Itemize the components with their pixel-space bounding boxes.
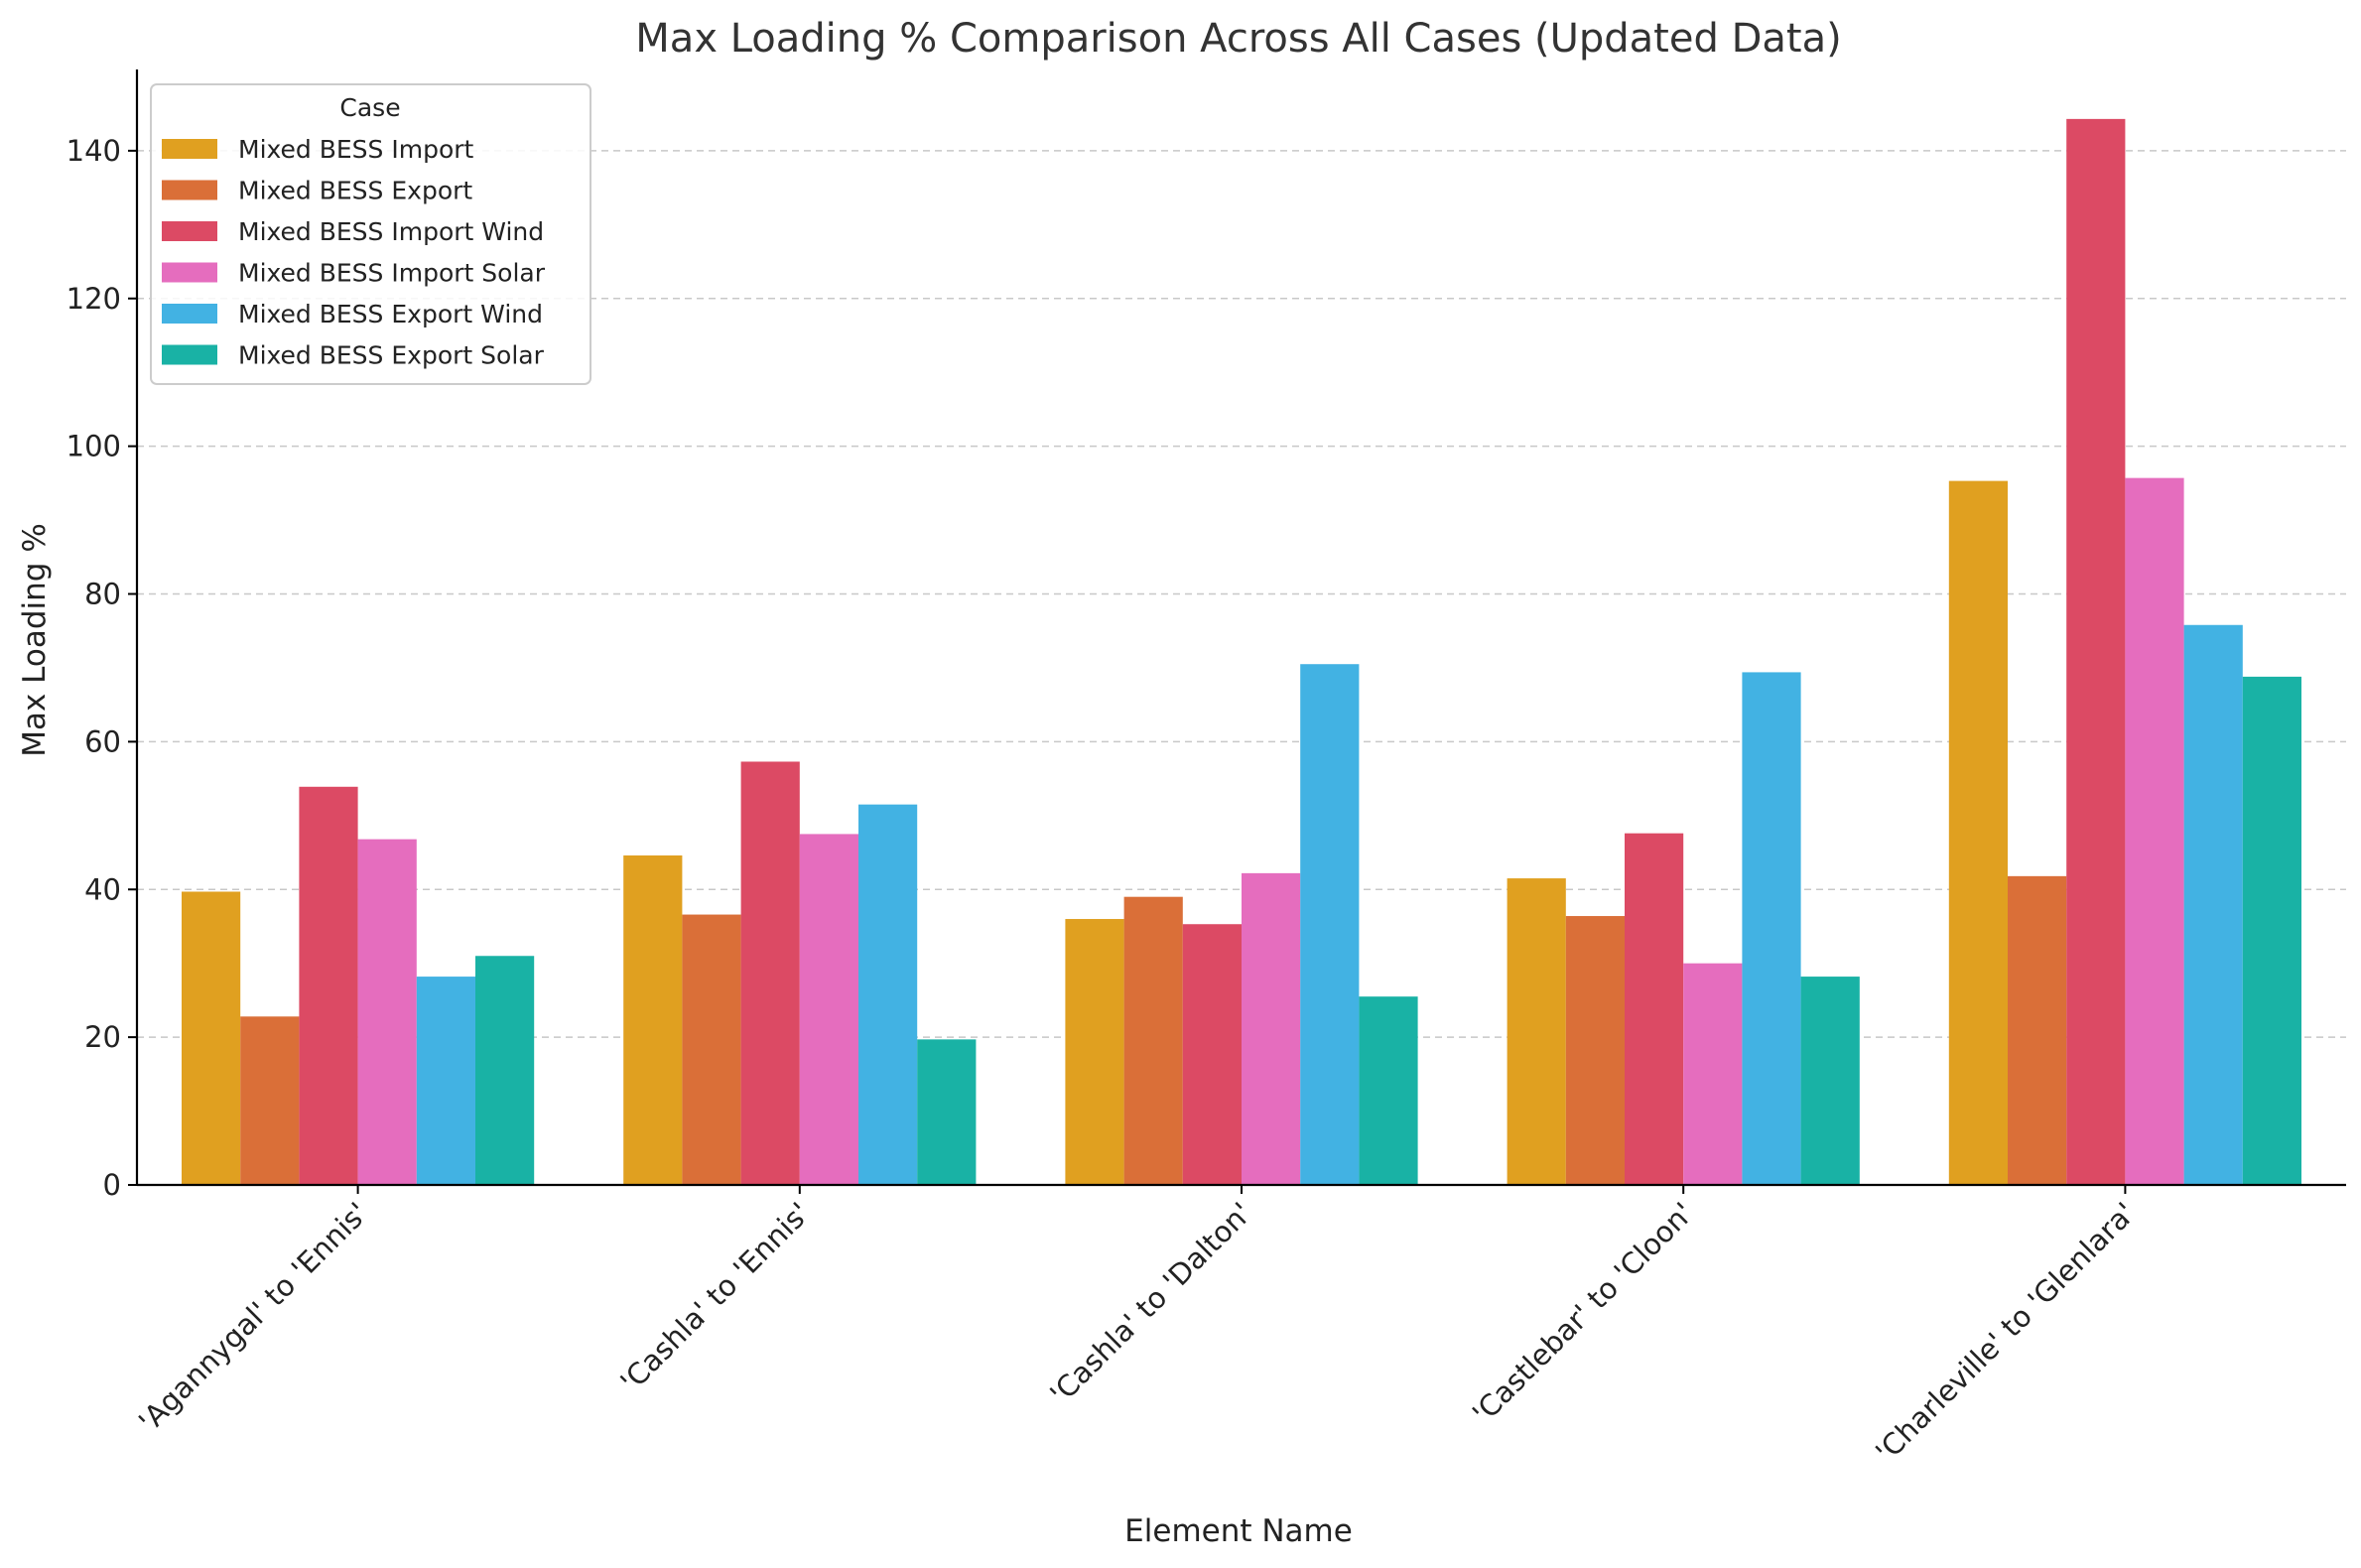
- x-tick-label: 'Agannygal' to 'Ennis': [132, 1196, 375, 1439]
- bar: [1565, 916, 1625, 1185]
- bar: [1625, 833, 1684, 1185]
- bar: [1065, 919, 1124, 1185]
- bar: [2242, 676, 2301, 1185]
- y-tick-label: 80: [84, 578, 121, 611]
- bar: [799, 834, 858, 1185]
- bar: [1123, 896, 1183, 1185]
- legend-entry: Mixed BESS Import Wind: [238, 217, 544, 246]
- bar: [858, 804, 918, 1185]
- bar: [2008, 875, 2067, 1185]
- x-tick-label: 'Cashla' to 'Dalton': [1043, 1196, 1258, 1411]
- bar: [2066, 118, 2126, 1186]
- legend-swatch: [162, 180, 217, 200]
- bar: [1683, 963, 1743, 1185]
- bars: [182, 118, 2301, 1186]
- legend-title: Case: [339, 93, 400, 122]
- bar: [416, 977, 475, 1185]
- bar: [182, 891, 241, 1185]
- x-tick-label: 'Cashla' to 'Ennis': [613, 1196, 816, 1398]
- bar: [240, 1016, 300, 1185]
- bar: [1507, 878, 1566, 1185]
- legend-swatch: [162, 221, 217, 241]
- bar: [2183, 624, 2243, 1185]
- legend-swatch: [162, 262, 217, 283]
- legend-entry: Mixed BESS Import: [238, 135, 474, 164]
- bar: [1300, 664, 1360, 1185]
- y-tick-label: 60: [84, 724, 121, 758]
- bar: [357, 839, 417, 1185]
- x-tick-label: 'Charleville' to 'Glenlara': [1869, 1196, 2142, 1469]
- bar: [682, 914, 741, 1185]
- bar: [1359, 996, 1418, 1185]
- legend-entry: Mixed BESS Export Wind: [238, 300, 543, 328]
- bar: [623, 855, 683, 1185]
- y-tick-label: 120: [66, 282, 121, 316]
- bar: [1182, 924, 1242, 1185]
- bar: [1742, 672, 1801, 1185]
- legend-swatch: [162, 344, 217, 365]
- y-tick-label: 40: [84, 872, 121, 906]
- y-axis-label: Max Loading %: [17, 523, 53, 757]
- legend-entry: Mixed BESS Export Solar: [238, 341, 545, 370]
- bar: [1948, 480, 2008, 1185]
- y-tick-label: 100: [66, 430, 121, 463]
- legend-swatch: [162, 139, 217, 159]
- chart-title: Max Loading % Comparison Across All Case…: [635, 16, 1841, 62]
- bar: [475, 956, 535, 1185]
- bar: [2125, 477, 2184, 1185]
- y-tick-label: 0: [103, 1168, 121, 1202]
- bar: [917, 1039, 977, 1185]
- legend: Case Mixed BESS Import Mixed BESS Export M…: [150, 83, 591, 385]
- legend-entry: Mixed BESS Export: [238, 177, 472, 205]
- y-tick-label: 140: [66, 134, 121, 168]
- bar: [740, 761, 800, 1185]
- bar: [1242, 872, 1301, 1185]
- legend-box: [150, 83, 591, 385]
- bar: [299, 786, 358, 1185]
- legend-entry: Mixed BESS Import Solar: [238, 259, 546, 288]
- bar: [1800, 977, 1860, 1185]
- x-tick-label: 'Castlebar' to 'Cloon': [1466, 1196, 1700, 1430]
- x-axis-label: Element Name: [1124, 1513, 1353, 1549]
- legend-swatch: [162, 304, 217, 324]
- y-tick-label: 20: [84, 1020, 121, 1054]
